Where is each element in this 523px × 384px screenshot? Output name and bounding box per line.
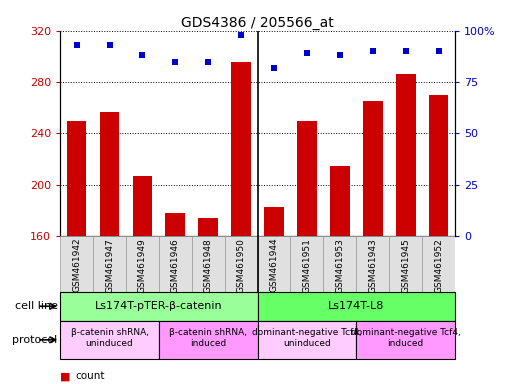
Bar bbox=[231, 61, 251, 236]
Bar bbox=[165, 213, 185, 236]
Bar bbox=[323, 236, 356, 292]
Bar bbox=[356, 321, 455, 359]
Text: GSM461950: GSM461950 bbox=[236, 238, 246, 293]
Text: GSM461945: GSM461945 bbox=[401, 238, 410, 293]
Bar bbox=[363, 101, 383, 236]
Bar bbox=[330, 166, 350, 236]
Bar bbox=[159, 236, 192, 292]
Bar bbox=[60, 292, 257, 321]
Bar bbox=[422, 236, 455, 292]
Bar bbox=[100, 112, 119, 236]
Text: count: count bbox=[76, 371, 105, 381]
Text: dominant-negative Tcf4,
uninduced: dominant-negative Tcf4, uninduced bbox=[252, 328, 362, 348]
Bar bbox=[60, 321, 159, 359]
Bar bbox=[257, 292, 455, 321]
Bar bbox=[429, 95, 448, 236]
Text: Ls174T-pTER-β-catenin: Ls174T-pTER-β-catenin bbox=[95, 301, 223, 311]
Bar bbox=[198, 218, 218, 236]
Bar bbox=[192, 236, 225, 292]
Text: GSM461952: GSM461952 bbox=[434, 238, 443, 293]
Bar bbox=[257, 321, 356, 359]
Bar bbox=[389, 236, 422, 292]
Text: GSM461943: GSM461943 bbox=[368, 238, 377, 293]
Bar bbox=[257, 236, 290, 292]
Bar bbox=[396, 74, 415, 236]
Text: GSM461951: GSM461951 bbox=[302, 238, 311, 293]
Bar bbox=[264, 207, 284, 236]
Text: protocol: protocol bbox=[12, 335, 58, 345]
Bar bbox=[60, 236, 93, 292]
Bar bbox=[159, 321, 257, 359]
Text: Ls174T-L8: Ls174T-L8 bbox=[328, 301, 384, 311]
Bar bbox=[225, 236, 257, 292]
Bar bbox=[290, 236, 323, 292]
Text: GSM461949: GSM461949 bbox=[138, 238, 147, 293]
Text: β-catenin shRNA,
induced: β-catenin shRNA, induced bbox=[169, 328, 247, 348]
Text: GSM461948: GSM461948 bbox=[204, 238, 213, 293]
Text: ■: ■ bbox=[60, 371, 71, 381]
Bar bbox=[126, 236, 159, 292]
Text: β-catenin shRNA,
uninduced: β-catenin shRNA, uninduced bbox=[71, 328, 149, 348]
Bar bbox=[67, 121, 86, 236]
Bar bbox=[93, 236, 126, 292]
Bar bbox=[297, 121, 317, 236]
Text: GSM461947: GSM461947 bbox=[105, 238, 114, 293]
Text: GSM461946: GSM461946 bbox=[171, 238, 180, 293]
Text: GSM461944: GSM461944 bbox=[269, 238, 279, 293]
Bar bbox=[132, 176, 152, 236]
Text: dominant-negative Tcf4,
induced: dominant-negative Tcf4, induced bbox=[351, 328, 461, 348]
Text: cell line: cell line bbox=[15, 301, 58, 311]
Bar bbox=[356, 236, 389, 292]
Title: GDS4386 / 205566_at: GDS4386 / 205566_at bbox=[181, 16, 334, 30]
Text: GSM461953: GSM461953 bbox=[335, 238, 344, 293]
Text: GSM461942: GSM461942 bbox=[72, 238, 81, 293]
